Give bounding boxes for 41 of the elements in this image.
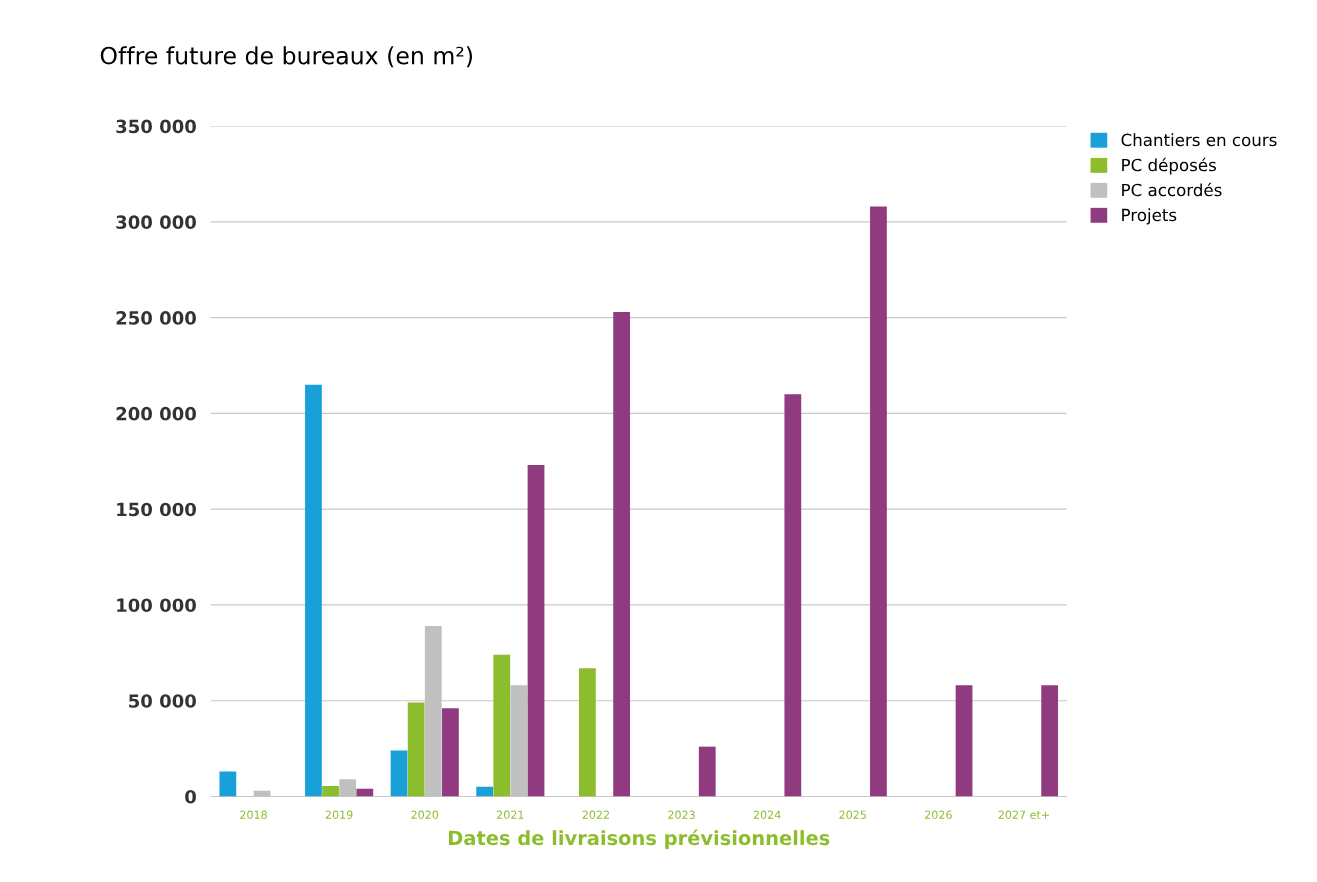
y-tick-label: 0 — [185, 789, 196, 804]
bar — [613, 311, 631, 797]
bar — [407, 702, 425, 797]
legend-label: Projets — [1122, 208, 1177, 225]
y-tick-label: 300 000 — [116, 215, 196, 229]
x-tick-label: 2020 — [411, 810, 439, 819]
legend-label: PC accordés — [1122, 182, 1222, 197]
bar — [698, 746, 716, 797]
y-tick-label: 50 000 — [129, 694, 196, 708]
bar — [442, 708, 459, 797]
bar — [527, 465, 545, 797]
bar — [870, 206, 887, 797]
x-tick-label: 2023 — [668, 810, 695, 819]
bar — [1041, 685, 1059, 797]
bar — [493, 654, 511, 797]
y-tick-label: 200 000 — [116, 406, 196, 421]
bar — [356, 788, 374, 797]
bar — [390, 750, 408, 797]
y-tick-label: 350 000 — [116, 119, 196, 134]
y-tick-label: 100 000 — [117, 598, 196, 613]
bar — [784, 394, 802, 797]
bar — [476, 786, 494, 797]
x-tick-label: 2027 et+ — [998, 810, 1049, 819]
bar — [322, 785, 339, 797]
x-tick-label: 2018 — [240, 810, 267, 819]
bar — [305, 384, 322, 797]
x-tick-label: 2022 — [582, 810, 609, 819]
legend-label: Chantiers en cours — [1121, 133, 1277, 147]
x-tick-label: 2019 — [325, 810, 353, 819]
chart-title: Offre future de bureaux (en m²) — [100, 46, 472, 68]
bar — [955, 685, 973, 797]
x-tick-label: 2021 — [497, 810, 524, 819]
x-tick-label: 2024 — [753, 810, 781, 819]
bar — [578, 668, 596, 797]
legend-label: PC déposés — [1122, 157, 1216, 175]
y-tick-label: 150 000 — [117, 502, 196, 517]
bar — [219, 771, 237, 797]
x-axis-title: Dates de livraisons prévisionnelles — [449, 829, 830, 850]
y-tick-label: 250 000 — [116, 311, 196, 325]
x-tick-label: 2025 — [839, 810, 866, 819]
x-tick-label: 2026 — [925, 810, 952, 819]
